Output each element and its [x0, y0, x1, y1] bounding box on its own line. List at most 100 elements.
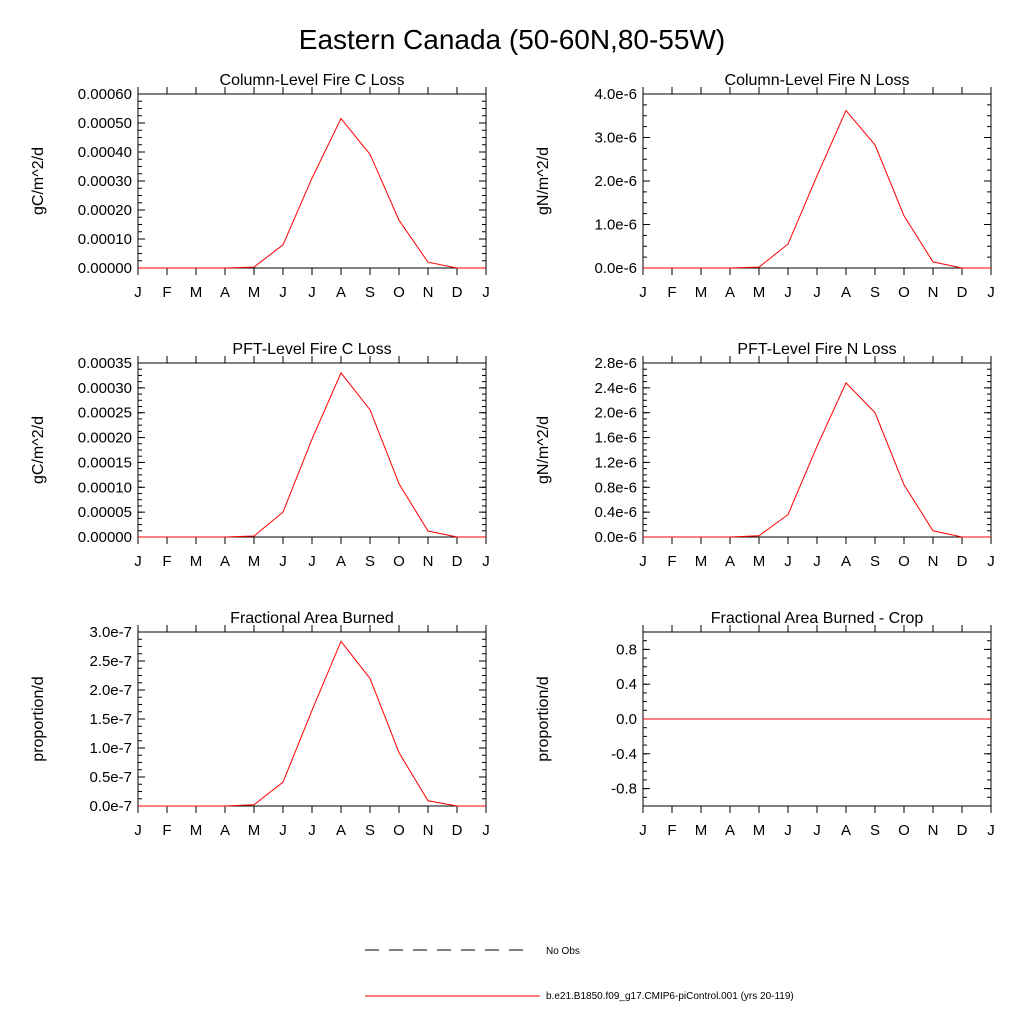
chart-title: Column-Level Fire C Loss — [220, 72, 405, 89]
y-tick-label: 0.4e-6 — [594, 504, 637, 521]
x-tick-label: M — [753, 284, 766, 301]
y-axis-label: gN/m^2/d — [535, 416, 552, 484]
x-tick-label: A — [725, 284, 735, 301]
y-tick-label: 1.0e-7 — [89, 740, 132, 757]
x-tick-label: M — [248, 553, 261, 570]
x-tick-label: A — [336, 553, 346, 570]
series-line — [138, 371, 486, 538]
x-tick-label: A — [841, 284, 851, 301]
x-tick-label: D — [957, 553, 968, 570]
x-tick-label: S — [870, 822, 880, 839]
series-line — [138, 117, 486, 269]
x-tick-label: J — [308, 822, 316, 839]
y-axis-label: gN/m^2/d — [535, 147, 552, 215]
y-tick-label: 2.4e-6 — [594, 380, 637, 397]
x-tick-label: F — [667, 284, 676, 301]
y-tick-label: 2.8e-6 — [594, 355, 637, 372]
x-tick-label: A — [336, 822, 346, 839]
y-tick-label: 0.8 — [616, 641, 637, 658]
y-tick-label: 0.0e-6 — [594, 260, 637, 277]
x-tick-label: M — [753, 822, 766, 839]
legend-model-label: b.e21.B1850.f09_g17.CMIP6-piControl.001 … — [546, 991, 794, 1002]
chart-panel: PFT-Level Fire N Loss 0.0e-6 0.4e-6 0.8e-6 1… — [535, 341, 995, 570]
y-tick-label: 3.0e-7 — [89, 624, 132, 641]
x-tick-label: D — [957, 284, 968, 301]
y-tick-label: 0.00040 — [78, 144, 132, 161]
x-tick-label: J — [308, 553, 316, 570]
x-tick-label: M — [248, 284, 261, 301]
x-tick-label: J — [639, 553, 647, 570]
x-tick-label: N — [423, 284, 434, 301]
x-tick-label: J — [482, 284, 490, 301]
x-tick-label: J — [482, 553, 490, 570]
x-tick-label: S — [365, 284, 375, 301]
x-tick-label: S — [870, 284, 880, 301]
x-tick-label: N — [928, 822, 939, 839]
plot-frame — [137, 362, 487, 538]
y-tick-label: 2.0e-7 — [89, 682, 132, 699]
x-tick-label: A — [220, 284, 230, 301]
x-tick-label: J — [784, 822, 792, 839]
x-tick-label: J — [134, 822, 142, 839]
x-tick-label: N — [423, 553, 434, 570]
x-tick-label: S — [365, 553, 375, 570]
x-tick-label: O — [898, 553, 910, 570]
chart-title: PFT-Level Fire C Loss — [232, 341, 391, 358]
y-tick-label: 0.00010 — [78, 231, 132, 248]
x-tick-label: M — [248, 822, 261, 839]
x-tick-label: D — [452, 284, 463, 301]
y-tick-label: 0.00000 — [78, 260, 132, 277]
y-axis-label: gC/m^2/d — [30, 416, 47, 484]
x-tick-label: M — [753, 553, 766, 570]
x-tick-label: A — [725, 553, 735, 570]
x-tick-label: J — [639, 822, 647, 839]
x-tick-label: J — [639, 284, 647, 301]
y-tick-label: 0.00030 — [78, 173, 132, 190]
legend: No Obs b.e21.B1850.f09_g17.CMIP6-piContr… — [365, 946, 794, 1002]
x-tick-label: A — [220, 822, 230, 839]
x-tick-label: J — [279, 553, 287, 570]
chart-title: Fractional Area Burned - Crop — [711, 610, 924, 627]
legend-obs-label: No Obs — [546, 946, 580, 957]
y-tick-label: 0.00060 — [78, 86, 132, 103]
chart-panel: PFT-Level Fire C Loss 0.00000 0.00005 0.000… — [30, 341, 490, 570]
x-tick-label: O — [393, 284, 405, 301]
x-tick-label: N — [423, 822, 434, 839]
chart-title: PFT-Level Fire N Loss — [737, 341, 896, 358]
x-tick-label: M — [695, 284, 708, 301]
y-tick-label: 0.0e-6 — [594, 529, 637, 546]
y-tick-label: 0.00020 — [78, 202, 132, 219]
x-tick-label: M — [695, 553, 708, 570]
y-tick-label: 0.0 — [616, 711, 637, 728]
plot-frame — [642, 362, 992, 538]
chart-title: Column-Level Fire N Loss — [725, 72, 910, 89]
x-tick-label: S — [365, 822, 375, 839]
y-axis-label: proportion/d — [535, 676, 552, 761]
x-tick-label: N — [928, 284, 939, 301]
series-line — [643, 382, 991, 538]
chart-panel: Column-Level Fire C Loss 0.00000 0.00010 0.… — [30, 72, 490, 301]
x-tick-label: O — [393, 822, 405, 839]
x-tick-label: A — [220, 553, 230, 570]
y-tick-label: 0.4 — [616, 676, 637, 693]
x-tick-label: F — [162, 822, 171, 839]
x-tick-label: A — [725, 822, 735, 839]
x-tick-label: J — [813, 822, 821, 839]
y-tick-label: 0.00050 — [78, 115, 132, 132]
y-tick-label: 2.0e-6 — [594, 405, 637, 422]
y-axis-label: gC/m^2/d — [30, 147, 47, 215]
x-tick-label: J — [987, 553, 995, 570]
x-tick-label: F — [667, 553, 676, 570]
y-tick-label: -0.8 — [611, 781, 637, 798]
x-tick-label: J — [813, 284, 821, 301]
x-tick-label: O — [393, 553, 405, 570]
x-tick-label: M — [190, 284, 203, 301]
x-tick-label: M — [695, 822, 708, 839]
series-line — [643, 109, 991, 269]
chart-panel: Fractional Area Burned 0.0e-7 0.5e-7 1.0e-7… — [30, 610, 490, 839]
chart-panel: Fractional Area Burned - Crop -0.8 -0.4 0.0… — [535, 610, 995, 839]
y-tick-label: 0.00000 — [78, 529, 132, 546]
y-tick-label: -0.4 — [611, 746, 637, 763]
y-tick-label: 1.0e-6 — [594, 217, 637, 234]
y-tick-label: 0.00005 — [78, 504, 132, 521]
